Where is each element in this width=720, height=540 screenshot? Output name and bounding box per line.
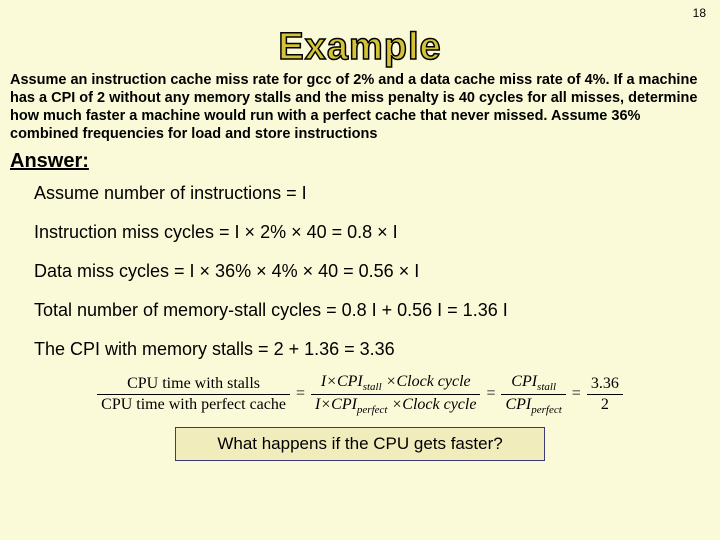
equals-sign: = bbox=[572, 385, 581, 403]
answer-line-1: Assume number of instructions = I bbox=[34, 183, 710, 204]
answer-label: Answer: bbox=[10, 150, 710, 173]
subscript: stall bbox=[537, 381, 556, 393]
answer-line-5: The CPI with memory stalls = 2 + 1.36 = … bbox=[34, 339, 710, 360]
frac-den: I×CPIperfect ×Clock cycle bbox=[311, 395, 480, 417]
text: CPI bbox=[505, 396, 531, 413]
frac-num: CPU time with stalls bbox=[123, 374, 264, 394]
formula-row: CPU time with stalls CPU time with perfe… bbox=[10, 372, 710, 417]
fraction-right1: CPIstall CPIperfect bbox=[501, 372, 565, 417]
slide-title: Example bbox=[10, 26, 710, 69]
text: ×Clock cycle bbox=[387, 396, 476, 413]
answer-line-4: Total number of memory-stall cycles = 0.… bbox=[34, 300, 710, 321]
problem-statement: Assume an instruction cache miss rate fo… bbox=[10, 71, 710, 144]
answer-line-3: Data miss cycles = I × 36% × 4% × 40 = 0… bbox=[34, 261, 710, 282]
text: I×CPI bbox=[315, 396, 357, 413]
equals-sign: = bbox=[486, 385, 495, 403]
subscript: perfect bbox=[357, 404, 388, 416]
frac-num: CPIstall bbox=[507, 372, 560, 394]
fraction-left: CPU time with stalls CPU time with perfe… bbox=[97, 374, 290, 415]
subscript: perfect bbox=[531, 404, 562, 416]
text: ×Clock cycle bbox=[382, 373, 471, 390]
subscript: stall bbox=[363, 381, 382, 393]
slide-container: 18 Example Assume an instruction cache m… bbox=[0, 0, 720, 540]
frac-num: I×CPIstall ×Clock cycle bbox=[317, 372, 475, 394]
fraction-right2: 3.36 2 bbox=[587, 374, 623, 415]
callout-box: What happens if the CPU gets faster? bbox=[175, 427, 545, 461]
answer-body: Assume number of instructions = I Instru… bbox=[10, 183, 710, 360]
equals-sign: = bbox=[296, 385, 305, 403]
frac-num: 3.36 bbox=[587, 374, 623, 394]
answer-line-2: Instruction miss cycles = I × 2% × 40 = … bbox=[34, 222, 710, 243]
frac-den: CPIperfect bbox=[501, 395, 565, 417]
text: I×CPI bbox=[321, 373, 363, 390]
callout-text: What happens if the CPU gets faster? bbox=[217, 434, 502, 453]
frac-den: 2 bbox=[597, 395, 613, 415]
text: CPI bbox=[511, 373, 537, 390]
fraction-mid: I×CPIstall ×Clock cycle I×CPIperfect ×Cl… bbox=[311, 372, 480, 417]
frac-den: CPU time with perfect cache bbox=[97, 395, 290, 415]
page-number: 18 bbox=[693, 6, 706, 20]
